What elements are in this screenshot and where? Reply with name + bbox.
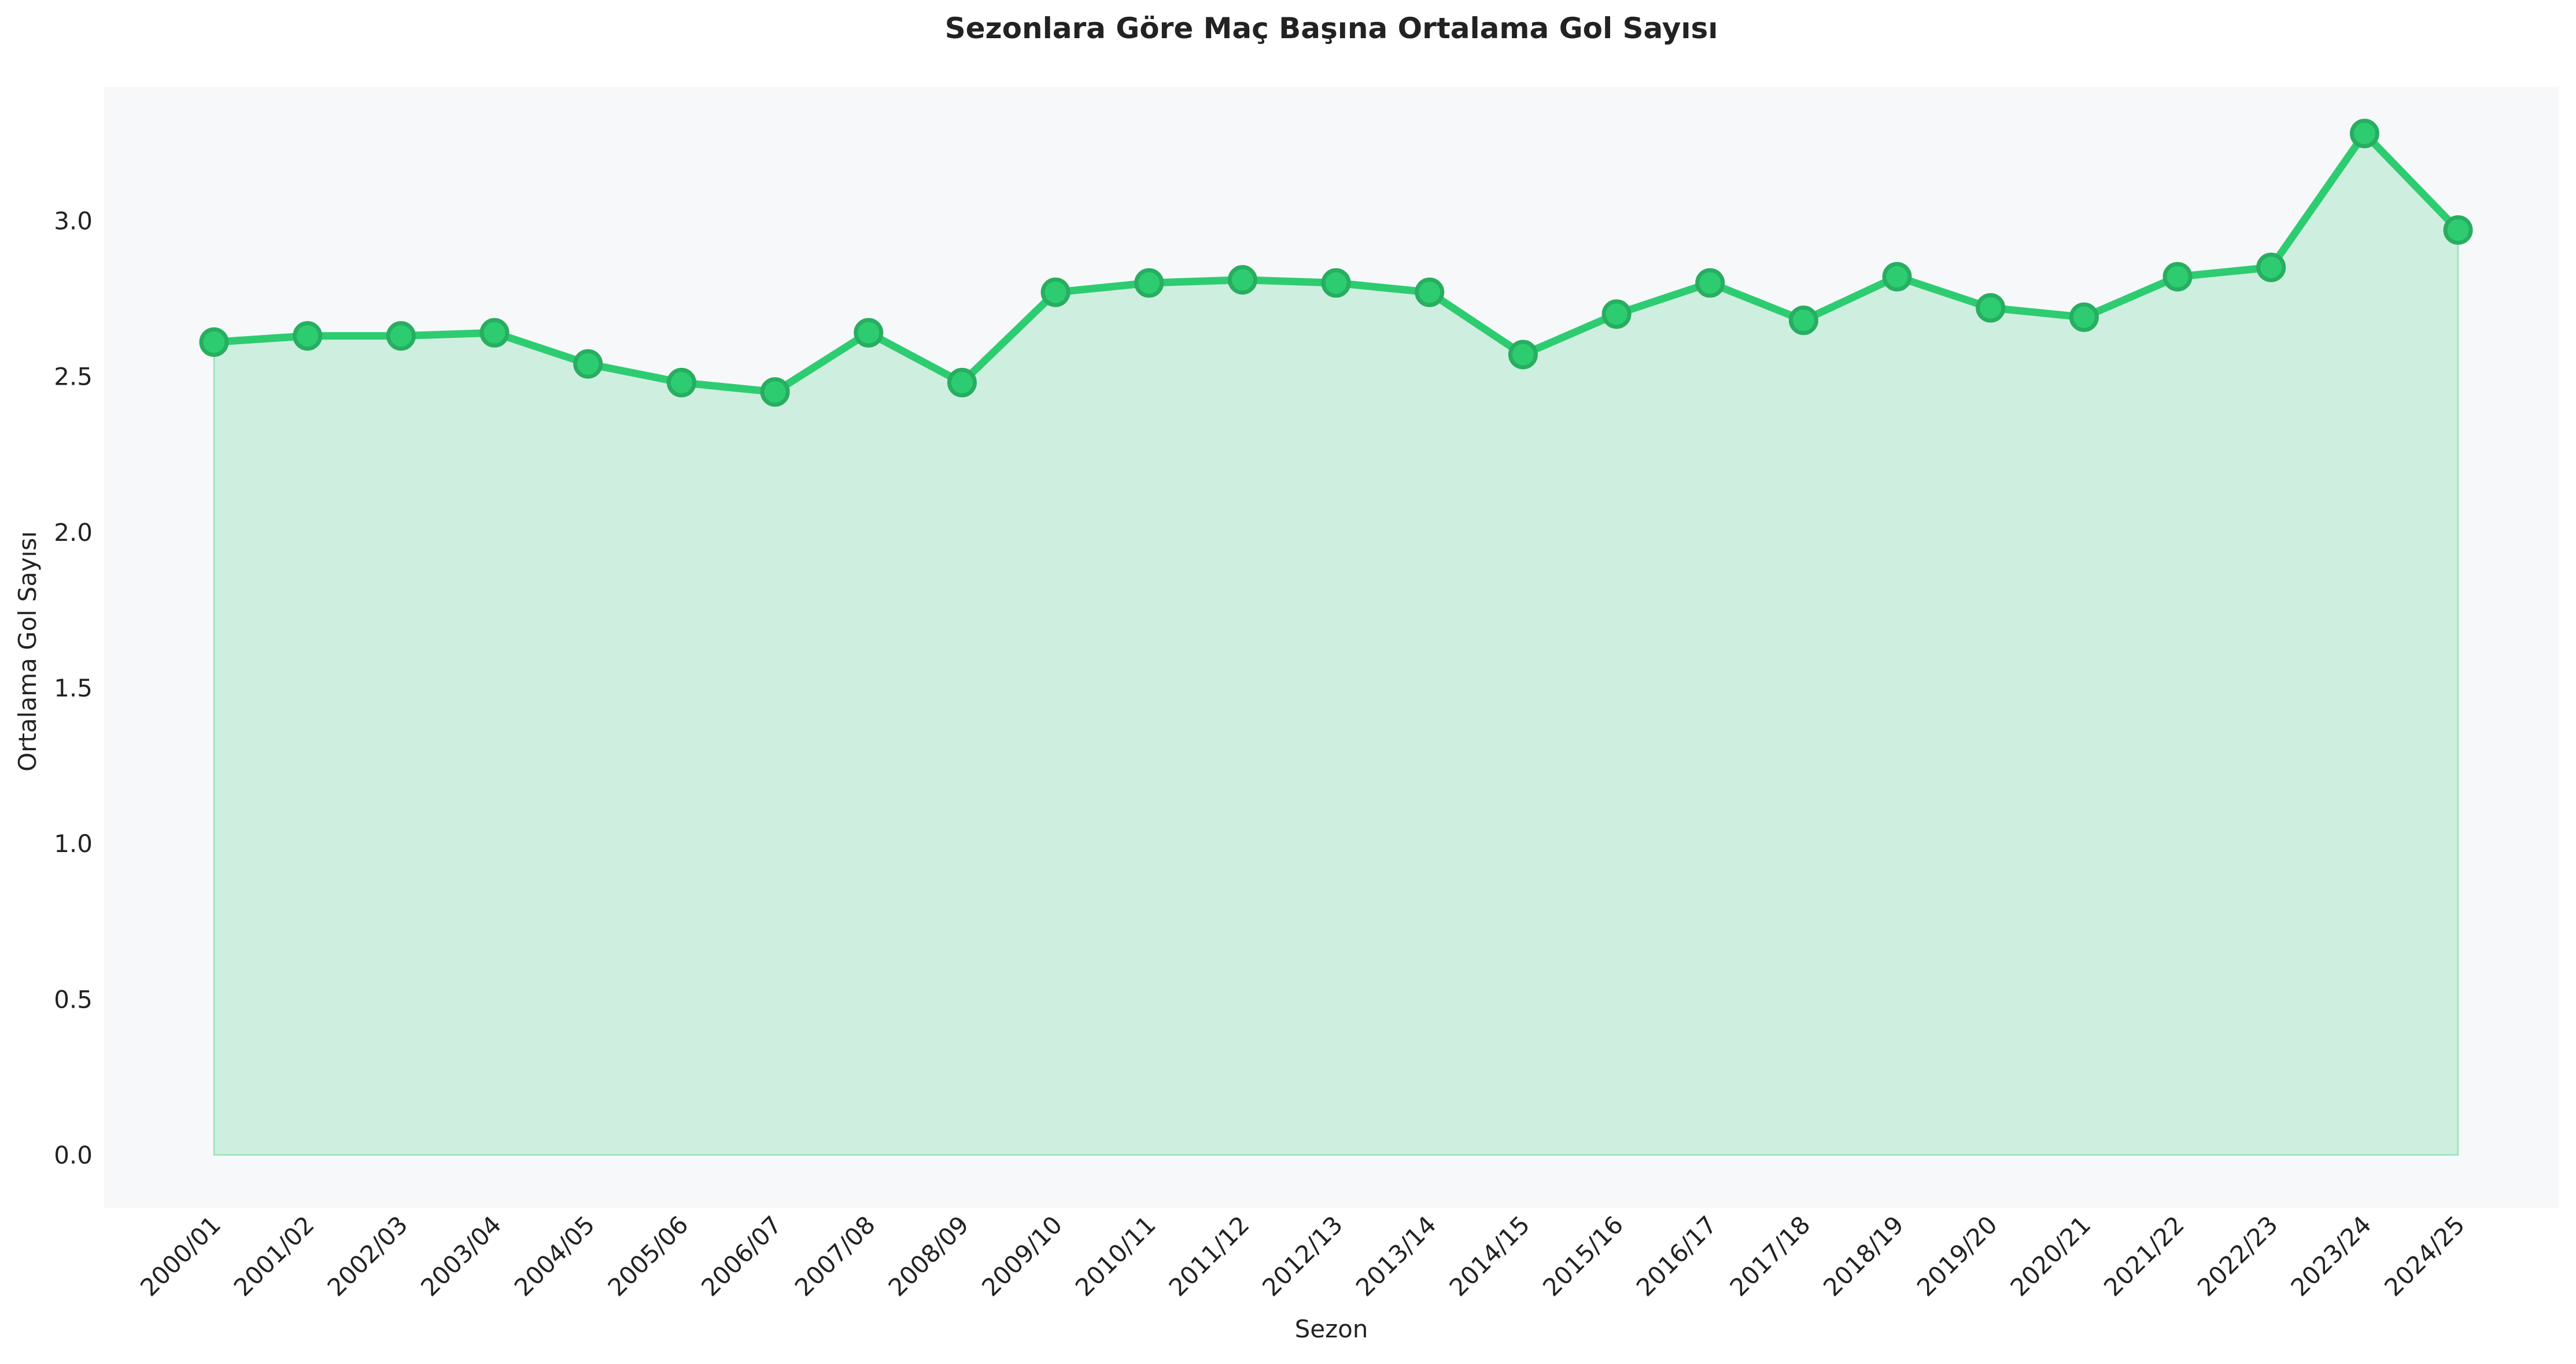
data-point-2005-06	[666, 367, 696, 397]
x-tick-label: 2008/09	[883, 1210, 974, 1302]
data-point-2010-11	[1134, 268, 1164, 298]
x-tick-label: 2020/21	[2005, 1210, 2096, 1302]
data-point-2007-08	[854, 318, 884, 348]
y-tick-label: 0.5	[54, 985, 93, 1013]
data-point-2006-07	[760, 377, 790, 407]
x-tick-label: 2011/12	[1163, 1210, 1254, 1302]
x-tick-label: 2023/24	[2285, 1210, 2376, 1302]
data-point-2022-23	[2256, 252, 2286, 282]
x-tick-label: 2001/02	[228, 1210, 320, 1302]
data-point-2009-10	[1040, 277, 1071, 307]
x-tick-label: 2006/07	[696, 1210, 787, 1302]
data-point-2004-05	[573, 349, 603, 379]
data-point-2020-21	[2069, 302, 2099, 332]
data-point-2008-09	[947, 367, 977, 397]
x-tick-label: 2019/20	[1911, 1210, 2003, 1302]
x-tick-label: 2022/23	[2192, 1210, 2283, 1302]
x-tick-label: 2005/06	[602, 1210, 693, 1302]
x-tick-label: 2004/05	[509, 1210, 600, 1302]
x-tick-label: 2007/08	[789, 1210, 881, 1302]
marker-layer	[199, 119, 2473, 407]
x-tick-label: 2018/19	[1818, 1210, 1909, 1302]
data-point-2018-19	[1882, 261, 1912, 292]
x-tick-label: 2021/22	[2098, 1210, 2190, 1302]
x-tick-label: 2003/04	[415, 1210, 507, 1302]
chart-title: Sezonlara Göre Maç Başına Ortalama Gol S…	[945, 12, 1718, 45]
x-axis-label: Sezon	[1295, 1315, 1368, 1343]
y-tick-label: 2.5	[54, 363, 93, 391]
data-point-2019-20	[1976, 293, 2006, 323]
y-tick-label: 1.5	[54, 674, 93, 702]
x-tick-label: 2013/14	[1350, 1210, 1442, 1302]
data-point-2013-14	[1415, 277, 1445, 307]
data-point-2000-01	[199, 327, 229, 357]
x-tick-labels: 2000/01 2001/02 2002/03 2003/04 2004/05 2005/…	[135, 1210, 2470, 1302]
y-tick-label: 0.0	[54, 1141, 93, 1169]
data-point-2003-04	[479, 318, 510, 348]
x-tick-label: 2016/17	[1631, 1210, 1722, 1302]
x-tick-label: 2002/03	[322, 1210, 413, 1302]
x-tick-label: 2000/01	[135, 1210, 226, 1302]
y-tick-label: 3.0	[54, 207, 93, 235]
data-point-2023-24	[2349, 119, 2379, 149]
data-point-2024-25	[2443, 215, 2473, 245]
x-tick-label: 2014/15	[1444, 1210, 1535, 1302]
data-point-2016-17	[1695, 268, 1725, 298]
x-tick-label: 2012/13	[1257, 1210, 1348, 1302]
x-tick-label: 2015/16	[1537, 1210, 1629, 1302]
data-point-2001-02	[293, 321, 323, 351]
data-point-2012-13	[1321, 268, 1351, 298]
y-tick-labels: 0.0 0.5 1.0 1.5 2.0 2.5 3.0	[54, 207, 93, 1169]
y-tick-label: 2.0	[54, 518, 93, 547]
y-axis-label: Ortalama Gol Sayısı	[13, 531, 42, 772]
x-tick-label: 2017/18	[1724, 1210, 1815, 1302]
y-tick-label: 1.0	[54, 830, 93, 858]
data-point-2014-15	[1508, 340, 1538, 370]
data-point-2015-16	[1601, 299, 1632, 329]
data-point-2002-03	[386, 321, 416, 351]
x-tick-label: 2024/25	[2379, 1210, 2470, 1302]
data-point-2017-18	[1788, 305, 1818, 336]
x-tick-label: 2009/10	[976, 1210, 1068, 1302]
x-tick-label: 2010/11	[1070, 1210, 1161, 1302]
data-point-2021-22	[2162, 261, 2193, 292]
data-point-2011-12	[1227, 265, 1257, 295]
